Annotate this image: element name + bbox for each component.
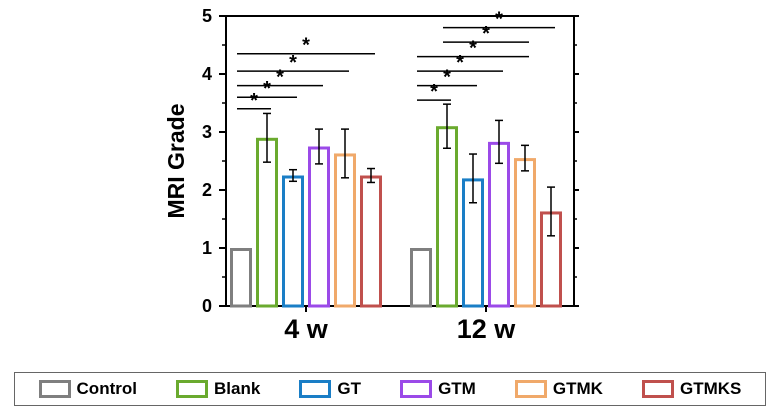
x-tick-label: 12 w xyxy=(457,314,517,344)
significance-star: * xyxy=(443,67,451,89)
legend-swatch-gtmks xyxy=(642,380,675,398)
legend-swatch-blank xyxy=(176,380,209,398)
bar-gtmk xyxy=(514,158,536,308)
significance-star: * xyxy=(250,90,258,112)
legend-swatch-control xyxy=(38,380,71,398)
significance-star: * xyxy=(430,81,438,103)
bar-control xyxy=(230,248,252,308)
y-tick-label: 1 xyxy=(202,238,212,258)
bar-gt xyxy=(282,175,304,308)
bar-gtm xyxy=(488,141,510,308)
legend-label-gtmks: GTMKS xyxy=(680,379,742,398)
significance-star: * xyxy=(469,38,477,60)
legend-label-gtmk: GTMK xyxy=(552,379,603,398)
bars-group xyxy=(230,103,562,308)
legend-item-blank: Blank xyxy=(176,379,260,399)
bar-gtmks xyxy=(360,175,382,308)
legend-item-gtmk: GTMK xyxy=(514,379,603,399)
legend-label-gt: GT xyxy=(337,379,361,398)
legend-swatch-gtmk xyxy=(514,380,547,398)
significance-star: * xyxy=(495,9,503,31)
bar-blank xyxy=(256,137,278,308)
y-axis-title: MRI Grade xyxy=(163,103,189,218)
y-tick-label: 0 xyxy=(202,296,212,316)
legend-item-gtm: GTM xyxy=(400,379,476,399)
significance-star: * xyxy=(276,67,284,89)
bar-gtm xyxy=(308,146,330,308)
y-axis: 0 1 2 3 4 5 xyxy=(202,6,579,316)
bar-control xyxy=(410,248,432,308)
legend-label-blank: Blank xyxy=(214,379,261,398)
legend-item-control: Control xyxy=(38,379,137,399)
bar-blank xyxy=(436,126,458,308)
significance-star: * xyxy=(289,52,297,74)
legend-swatch-gtm xyxy=(400,380,433,398)
x-tick-label: 4 w xyxy=(284,314,329,344)
significance-brackets: *********** xyxy=(237,9,555,112)
legend: Control Blank GT GTM GTMK GTMKS xyxy=(14,372,766,406)
y-tick-label: 3 xyxy=(202,122,212,142)
y-tick-label: 4 xyxy=(202,64,212,84)
legend-swatch-gt xyxy=(299,380,332,398)
significance-star: * xyxy=(302,35,310,57)
legend-item-gtmks: GTMKS xyxy=(642,379,741,399)
significance-star: * xyxy=(456,52,464,74)
significance-star: * xyxy=(482,23,490,45)
y-tick-label: 2 xyxy=(202,180,212,200)
legend-label-gtm: GTM xyxy=(438,379,476,398)
y-tick-label: 5 xyxy=(202,6,212,26)
legend-label-control: Control xyxy=(76,379,137,398)
x-axis: 4 w 12 w xyxy=(284,306,516,344)
significance-star: * xyxy=(263,78,271,100)
legend-item-gt: GT xyxy=(299,379,361,399)
